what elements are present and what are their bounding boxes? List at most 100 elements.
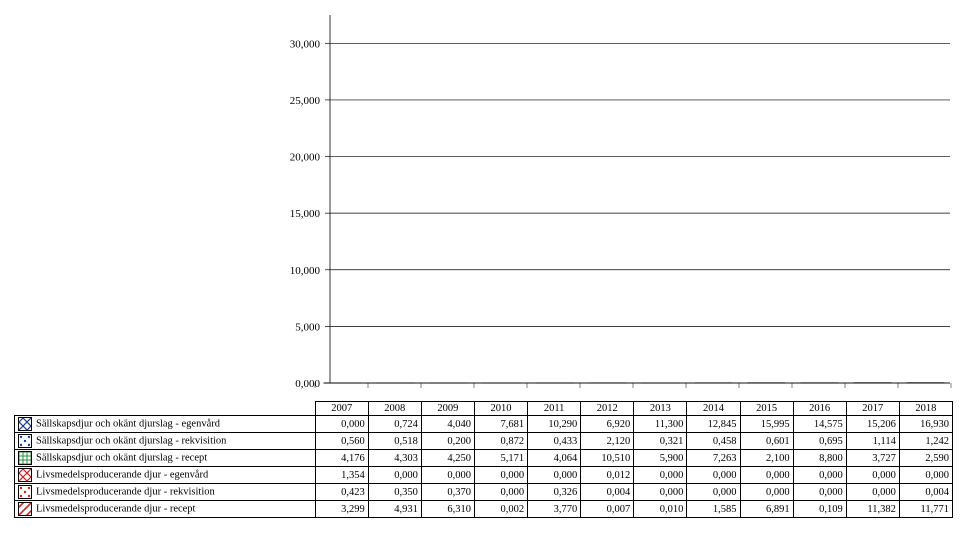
table-cell: 0,000 bbox=[740, 467, 793, 484]
table-cell: 0,000 bbox=[634, 484, 687, 501]
table-cell: 0,458 bbox=[687, 433, 740, 450]
table-cell: 0,321 bbox=[634, 433, 687, 450]
legend-swatch-s4 bbox=[18, 468, 32, 482]
table-cell: 4,250 bbox=[421, 450, 474, 467]
table-cell: 0,000 bbox=[687, 484, 740, 501]
table-cell: 6,891 bbox=[740, 501, 793, 518]
year-header: 2013 bbox=[634, 402, 687, 416]
data-table: 2007200820092010201120122013201420152016… bbox=[14, 401, 953, 518]
svg-text:15,000: 15,000 bbox=[290, 208, 321, 220]
year-header: 2007 bbox=[315, 402, 368, 416]
legend-swatch-s2 bbox=[18, 434, 32, 448]
table-cell: 10,510 bbox=[581, 450, 634, 467]
table-cell: 1,242 bbox=[899, 433, 952, 450]
table-cell: 2,120 bbox=[581, 433, 634, 450]
legend-swatch-s5 bbox=[18, 485, 32, 499]
table-cell: 1,114 bbox=[846, 433, 899, 450]
svg-text:20,000: 20,000 bbox=[290, 152, 321, 164]
table-corner bbox=[15, 402, 316, 416]
table-cell: 2,100 bbox=[740, 450, 793, 467]
table-cell: 3,727 bbox=[846, 450, 899, 467]
table-cell: 0,370 bbox=[421, 484, 474, 501]
table-cell: 15,206 bbox=[846, 416, 899, 433]
table-cell: 12,845 bbox=[687, 416, 740, 433]
table-cell: 2,590 bbox=[899, 450, 952, 467]
table-cell: 3,770 bbox=[528, 501, 581, 518]
table-cell: 14,575 bbox=[793, 416, 846, 433]
table-cell: 0,601 bbox=[740, 433, 793, 450]
table-cell: 0,433 bbox=[528, 433, 581, 450]
table-cell: 6,920 bbox=[581, 416, 634, 433]
year-header: 2011 bbox=[528, 402, 581, 416]
table-cell: 0,000 bbox=[793, 484, 846, 501]
table-cell: 10,290 bbox=[528, 416, 581, 433]
year-header: 2016 bbox=[793, 402, 846, 416]
table-cell: 4,176 bbox=[315, 450, 368, 467]
data-table-container: 2007200820092010201120122013201420152016… bbox=[14, 401, 953, 518]
table-cell: 4,040 bbox=[421, 416, 474, 433]
table-cell: 0,000 bbox=[740, 484, 793, 501]
table-cell: 0,695 bbox=[793, 433, 846, 450]
table-cell: 0,560 bbox=[315, 433, 368, 450]
table-cell: 0,002 bbox=[474, 501, 527, 518]
series-label-cell: Sällskapsdjur och okänt djurslag - rekvi… bbox=[15, 433, 316, 450]
series-label-cell: Livsmedelsproducerande djur - recept bbox=[15, 501, 316, 518]
year-header: 2009 bbox=[421, 402, 474, 416]
series-label-cell: Sällskapsdjur och okänt djurslag - recep… bbox=[15, 450, 316, 467]
table-cell: 0,000 bbox=[899, 467, 952, 484]
series-label: Sällskapsdjur och okänt djurslag - egenv… bbox=[36, 418, 220, 429]
table-cell: 0,000 bbox=[315, 416, 368, 433]
table-cell: 0,000 bbox=[846, 484, 899, 501]
table-cell: 11,382 bbox=[846, 501, 899, 518]
series-label: Sällskapsdjur och okänt djurslag - rekvi… bbox=[36, 435, 226, 446]
legend-swatch-s3 bbox=[18, 451, 32, 465]
table-cell: 1,585 bbox=[687, 501, 740, 518]
series-label: Sällskapsdjur och okänt djurslag - recep… bbox=[36, 452, 207, 463]
table-cell: 11,300 bbox=[634, 416, 687, 433]
table-cell: 0,350 bbox=[368, 484, 421, 501]
table-cell: 0,000 bbox=[846, 467, 899, 484]
table-cell: 0,000 bbox=[687, 467, 740, 484]
table-cell: 5,171 bbox=[474, 450, 527, 467]
table-cell: 3,299 bbox=[315, 501, 368, 518]
series-label-cell: Livsmedelsproducerande djur - rekvisitio… bbox=[15, 484, 316, 501]
table-cell: 0,000 bbox=[634, 467, 687, 484]
table-cell: 1,354 bbox=[315, 467, 368, 484]
table-cell: 0,004 bbox=[899, 484, 952, 501]
table-cell: 0,007 bbox=[581, 501, 634, 518]
year-header: 2010 bbox=[474, 402, 527, 416]
legend-swatch-s1 bbox=[18, 417, 32, 431]
legend-swatch-s6 bbox=[18, 502, 32, 516]
year-header: 2017 bbox=[846, 402, 899, 416]
table-cell: 11,771 bbox=[899, 501, 952, 518]
series-label: Livsmedelsproducerande djur - rekvisitio… bbox=[36, 486, 215, 497]
svg-text:10,000: 10,000 bbox=[290, 265, 321, 277]
table-cell: 4,931 bbox=[368, 501, 421, 518]
svg-text:5,000: 5,000 bbox=[295, 321, 320, 333]
table-cell: 4,064 bbox=[528, 450, 581, 467]
svg-text:0,000: 0,000 bbox=[295, 378, 320, 390]
table-cell: 4,303 bbox=[368, 450, 421, 467]
table-cell: 7,263 bbox=[687, 450, 740, 467]
series-label: Livsmedelsproducerande djur - egenvård bbox=[36, 469, 208, 480]
table-cell: 0,012 bbox=[581, 467, 634, 484]
table-cell: 0,000 bbox=[528, 467, 581, 484]
year-header: 2008 bbox=[368, 402, 421, 416]
table-cell: 0,000 bbox=[421, 467, 474, 484]
svg-text:25,000: 25,000 bbox=[290, 95, 321, 107]
year-header: 2015 bbox=[740, 402, 793, 416]
year-header: 2012 bbox=[581, 402, 634, 416]
table-cell: 15,995 bbox=[740, 416, 793, 433]
table-cell: 0,000 bbox=[793, 467, 846, 484]
table-cell: 0,004 bbox=[581, 484, 634, 501]
series-label: Livsmedelsproducerande djur - recept bbox=[36, 503, 195, 514]
table-cell: 0,200 bbox=[421, 433, 474, 450]
table-cell: 0,010 bbox=[634, 501, 687, 518]
table-cell: 5,900 bbox=[634, 450, 687, 467]
year-header: 2018 bbox=[899, 402, 952, 416]
series-label-cell: Livsmedelsproducerande djur - egenvård bbox=[15, 467, 316, 484]
table-cell: 0,423 bbox=[315, 484, 368, 501]
table-cell: 8,800 bbox=[793, 450, 846, 467]
table-cell: 6,310 bbox=[421, 501, 474, 518]
table-cell: 0,724 bbox=[368, 416, 421, 433]
